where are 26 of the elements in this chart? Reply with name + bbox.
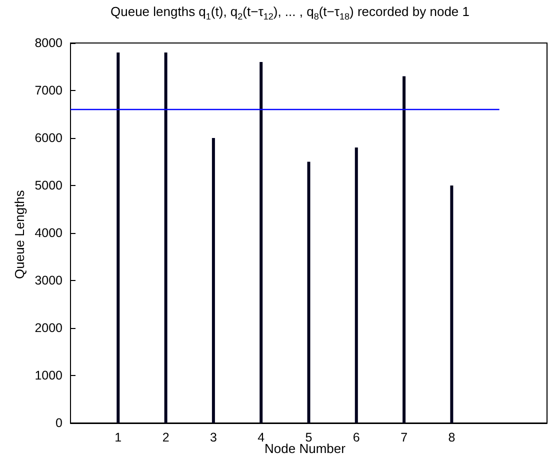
y-tick-label: 8000 xyxy=(34,36,63,50)
bar xyxy=(164,52,168,423)
bar xyxy=(402,76,406,423)
y-tick-label: 3000 xyxy=(34,274,63,288)
y-tick-label: 0 xyxy=(56,416,63,430)
y-axis-title: Queue Lengths xyxy=(12,190,27,282)
y-tick-label: 2000 xyxy=(34,321,63,335)
y-tick-label: 6000 xyxy=(34,131,63,145)
bar xyxy=(450,186,454,423)
x-tick-label: 2 xyxy=(162,430,170,444)
chart-title: Queue lengths q$_{1}$(t), q$_{2}$(t−τ$_{12}$), ... , q$_{8}$(t−τ$_{18}$) recorded by node 1 xyxy=(110,4,470,22)
bar xyxy=(212,138,215,423)
bar xyxy=(116,52,120,423)
x-tick-label: 8 xyxy=(448,430,456,444)
bar xyxy=(307,162,310,423)
x-tick-label: 6 xyxy=(352,430,360,444)
y-tick-label: 4000 xyxy=(34,226,63,240)
y-tick-label: 7000 xyxy=(34,84,63,98)
x-tick-label: 4 xyxy=(258,430,265,444)
x-tick-label: 7 xyxy=(400,430,408,444)
x-tick-label: 1 xyxy=(114,430,122,444)
y-tick-label: 1000 xyxy=(34,368,63,382)
bar xyxy=(354,148,358,423)
bar xyxy=(260,62,263,423)
x-tick-label: 3 xyxy=(210,430,217,444)
y-tick-label: 5000 xyxy=(34,178,63,192)
